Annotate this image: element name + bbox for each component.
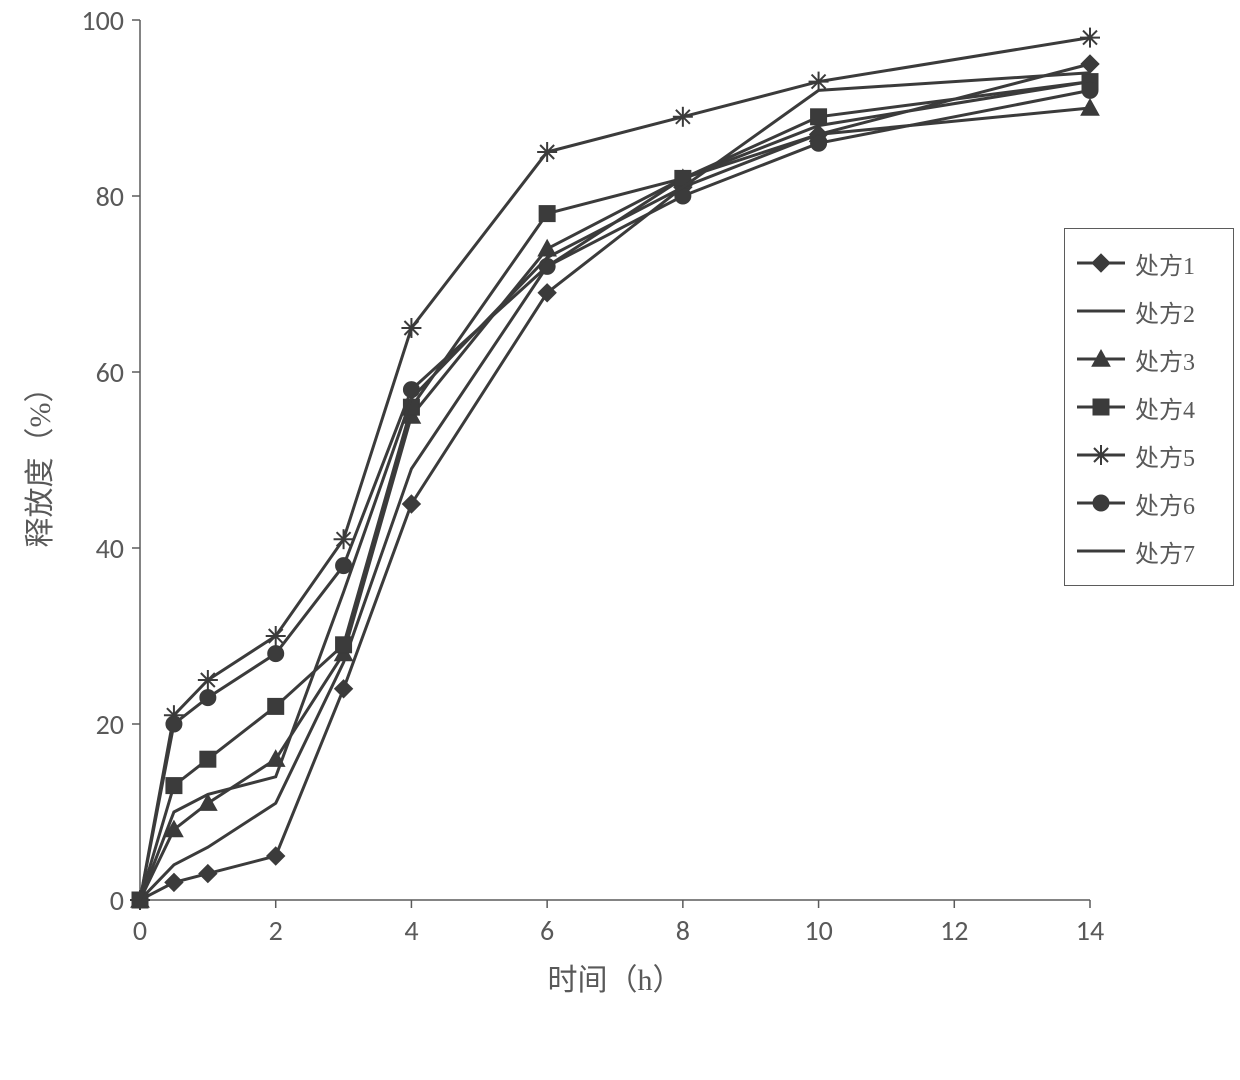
legend-item-6: 处方6 bbox=[1075, 479, 1219, 527]
x-tick-label: 10 bbox=[804, 913, 832, 948]
legend-swatch-6 bbox=[1075, 489, 1127, 517]
square-marker bbox=[811, 109, 827, 125]
square-marker bbox=[268, 698, 284, 714]
series-line-2 bbox=[140, 82, 1090, 900]
chart-legend: 处方1 处方2 处方3 处方4 处方5 处方6 处方7 bbox=[1064, 228, 1234, 586]
x-tick-label: 6 bbox=[540, 913, 554, 948]
series-6 bbox=[132, 82, 1098, 908]
square-marker bbox=[166, 778, 182, 794]
y-tick-label: 40 bbox=[96, 531, 124, 566]
x-tick-label: 4 bbox=[404, 913, 418, 948]
series-line-1 bbox=[140, 64, 1090, 900]
diamond-marker bbox=[335, 680, 353, 698]
legend-item-4: 处方4 bbox=[1075, 383, 1219, 431]
circle-marker bbox=[403, 382, 419, 398]
square-marker bbox=[539, 206, 555, 222]
diamond-marker bbox=[267, 847, 285, 865]
series-4 bbox=[132, 74, 1098, 908]
square-marker bbox=[336, 637, 352, 653]
y-tick-label: 80 bbox=[96, 179, 124, 214]
circle-marker bbox=[336, 558, 352, 574]
legend-swatch-4 bbox=[1075, 393, 1127, 421]
x-axis-title: 时间（h） bbox=[548, 964, 683, 997]
series-1 bbox=[131, 55, 1099, 909]
x-tick-label: 12 bbox=[940, 913, 968, 948]
y-tick-label: 60 bbox=[96, 355, 124, 390]
triangle-marker bbox=[1081, 99, 1099, 115]
x-tick-label: 2 bbox=[269, 913, 283, 948]
legend-item-3: 处方3 bbox=[1075, 335, 1219, 383]
legend-label-1: 处方1 bbox=[1135, 246, 1195, 281]
series-2 bbox=[140, 82, 1090, 900]
series-line-3 bbox=[140, 108, 1090, 900]
diamond-marker bbox=[199, 865, 217, 883]
legend-swatch-2 bbox=[1075, 297, 1127, 325]
series-line-4 bbox=[140, 82, 1090, 900]
legend-label-3: 处方3 bbox=[1135, 342, 1195, 377]
release-profile-chart: 0 20 40 60 80 100 0 2 4 6 8 10 12 14 时间（h） 释放度（%） bbox=[0, 0, 1240, 1080]
diamond-marker bbox=[1092, 254, 1110, 272]
legend-label-6: 处方6 bbox=[1135, 486, 1195, 521]
circle-marker bbox=[200, 690, 216, 706]
diamond-marker bbox=[1081, 55, 1099, 73]
y-axis-title-group: 释放度（%） bbox=[24, 373, 57, 548]
legend-swatch-7 bbox=[1075, 537, 1127, 565]
legend-label-5: 处方5 bbox=[1135, 438, 1195, 473]
legend-swatch-3 bbox=[1075, 345, 1127, 373]
legend-item-2: 处方2 bbox=[1075, 287, 1219, 335]
circle-marker bbox=[166, 716, 182, 732]
circle-marker bbox=[539, 258, 555, 274]
y-axis-title: 释放度（%） bbox=[24, 373, 57, 548]
legend-item-1: 处方1 bbox=[1075, 239, 1219, 287]
y-tick-label: 0 bbox=[110, 883, 124, 918]
legend-swatch-1 bbox=[1075, 249, 1127, 277]
series-3 bbox=[131, 99, 1099, 907]
legend-label-7: 处方7 bbox=[1135, 534, 1195, 569]
legend-label-4: 处方4 bbox=[1135, 390, 1195, 425]
square-marker bbox=[200, 751, 216, 767]
x-tick-label: 0 bbox=[133, 913, 147, 948]
circle-marker bbox=[1093, 495, 1109, 511]
series-line-5 bbox=[140, 38, 1090, 900]
square-marker bbox=[1093, 399, 1109, 415]
legend-swatch-5 bbox=[1075, 441, 1127, 469]
legend-label-2: 处方2 bbox=[1135, 294, 1195, 329]
y-tick-label: 20 bbox=[96, 707, 124, 742]
series-line-6 bbox=[140, 90, 1090, 900]
circle-marker bbox=[268, 646, 284, 662]
circle-marker bbox=[811, 135, 827, 151]
diamond-marker bbox=[402, 495, 420, 513]
circle-marker bbox=[1082, 82, 1098, 98]
diamond-marker bbox=[165, 873, 183, 891]
legend-item-5: 处方5 bbox=[1075, 431, 1219, 479]
x-tick-label: 14 bbox=[1076, 913, 1104, 948]
y-tick-label: 100 bbox=[81, 3, 124, 38]
x-tick-label: 8 bbox=[676, 913, 690, 948]
legend-item-7: 处方7 bbox=[1075, 527, 1219, 575]
